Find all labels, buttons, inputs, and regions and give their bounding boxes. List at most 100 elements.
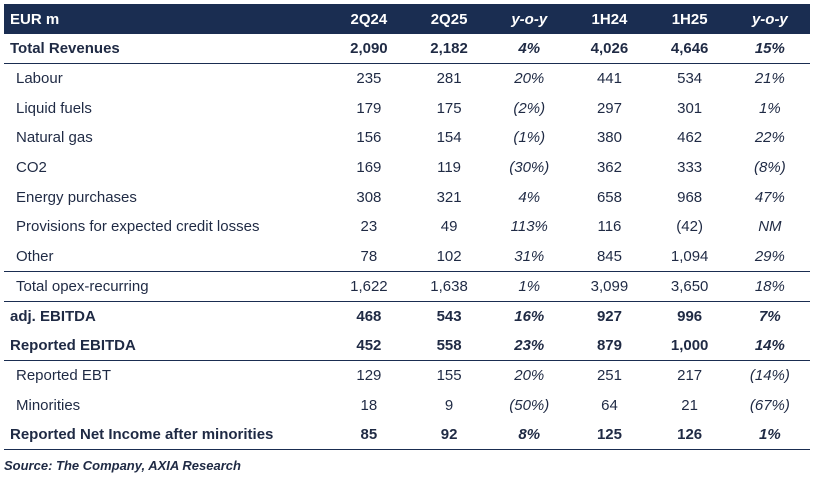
table-row: Liquid fuels 179 175 (2%) 297 301 1% <box>4 93 810 123</box>
row-label: Total Revenues <box>4 34 329 64</box>
cell-value: (42) <box>650 212 730 242</box>
cell-value: 21 <box>650 390 730 420</box>
cell-yoy: (50%) <box>489 390 569 420</box>
cell-value: 169 <box>329 153 409 183</box>
table-row: Reported EBITDA 452 558 23% 879 1,000 14… <box>4 331 810 361</box>
cell-value: 119 <box>409 153 489 183</box>
cell-yoy: 47% <box>730 182 810 212</box>
cell-value: 4,026 <box>569 34 649 64</box>
source-note: Source: The Company, AXIA Research <box>4 458 241 473</box>
cell-yoy: 8% <box>489 420 569 450</box>
cell-yoy: 1% <box>730 420 810 450</box>
cell-value: 927 <box>569 301 649 331</box>
row-label: Reported EBT <box>4 361 329 391</box>
cell-yoy: 20% <box>489 64 569 94</box>
cell-value: 85 <box>329 420 409 450</box>
cell-yoy: 1% <box>730 93 810 123</box>
cell-value: 968 <box>650 182 730 212</box>
cell-value: 2,182 <box>409 34 489 64</box>
row-label: Provisions for expected credit losses <box>4 212 329 242</box>
row-label: Reported EBITDA <box>4 331 329 361</box>
header-col-1h25: 1H25 <box>650 4 730 34</box>
cell-value: 3,099 <box>569 272 649 302</box>
cell-value: 64 <box>569 390 649 420</box>
cell-yoy: 16% <box>489 301 569 331</box>
header-col-2q25: 2Q25 <box>409 4 489 34</box>
cell-yoy: (30%) <box>489 153 569 183</box>
cell-yoy: 21% <box>730 64 810 94</box>
cell-value: 129 <box>329 361 409 391</box>
cell-value: 126 <box>650 420 730 450</box>
financial-table: EUR m 2Q24 2Q25 y-o-y 1H24 1H25 y-o-y To… <box>4 4 810 450</box>
table-row: Reported Net Income after minorities 85 … <box>4 420 810 450</box>
header-col-yoy-quarter: y-o-y <box>489 4 569 34</box>
cell-value: 217 <box>650 361 730 391</box>
cell-value: 179 <box>329 93 409 123</box>
cell-value: 49 <box>409 212 489 242</box>
cell-yoy: 20% <box>489 361 569 391</box>
cell-value: 845 <box>569 242 649 272</box>
cell-value: 4,646 <box>650 34 730 64</box>
row-label: CO2 <box>4 153 329 183</box>
header-label: EUR m <box>4 4 329 34</box>
cell-yoy: (1%) <box>489 123 569 153</box>
row-label: adj. EBITDA <box>4 301 329 331</box>
row-label: Total opex-recurring <box>4 272 329 302</box>
table-row: Labour 235 281 20% 441 534 21% <box>4 64 810 94</box>
row-label: Labour <box>4 64 329 94</box>
cell-value: 333 <box>650 153 730 183</box>
cell-yoy: 4% <box>489 182 569 212</box>
table-row: Energy purchases 308 321 4% 658 968 47% <box>4 182 810 212</box>
cell-value: 18 <box>329 390 409 420</box>
cell-value: 879 <box>569 331 649 361</box>
cell-value: 1,094 <box>650 242 730 272</box>
cell-value: 9 <box>409 390 489 420</box>
cell-value: 308 <box>329 182 409 212</box>
cell-value: 3,650 <box>650 272 730 302</box>
cell-value: 155 <box>409 361 489 391</box>
cell-value: 251 <box>569 361 649 391</box>
row-label: Reported Net Income after minorities <box>4 420 329 450</box>
cell-value: 125 <box>569 420 649 450</box>
cell-value: 1,638 <box>409 272 489 302</box>
table-row: Reported EBT 129 155 20% 251 217 (14%) <box>4 361 810 391</box>
cell-yoy: (67%) <box>730 390 810 420</box>
financial-table-page: EUR m 2Q24 2Q25 y-o-y 1H24 1H25 y-o-y To… <box>0 0 813 479</box>
cell-value: 462 <box>650 123 730 153</box>
cell-value: 92 <box>409 420 489 450</box>
cell-value: 116 <box>569 212 649 242</box>
cell-yoy: 1% <box>489 272 569 302</box>
cell-yoy: 18% <box>730 272 810 302</box>
header-col-2q24: 2Q24 <box>329 4 409 34</box>
cell-yoy: 15% <box>730 34 810 64</box>
cell-yoy: 31% <box>489 242 569 272</box>
cell-value: 543 <box>409 301 489 331</box>
header-col-yoy-half: y-o-y <box>730 4 810 34</box>
cell-value: 2,090 <box>329 34 409 64</box>
cell-value: 321 <box>409 182 489 212</box>
row-label: Minorities <box>4 390 329 420</box>
row-label: Energy purchases <box>4 182 329 212</box>
header-col-1h24: 1H24 <box>569 4 649 34</box>
cell-yoy: 113% <box>489 212 569 242</box>
cell-value: 156 <box>329 123 409 153</box>
cell-value: 281 <box>409 64 489 94</box>
cell-value: 102 <box>409 242 489 272</box>
cell-value: 297 <box>569 93 649 123</box>
cell-yoy: (8%) <box>730 153 810 183</box>
table-row: Provisions for expected credit losses 23… <box>4 212 810 242</box>
cell-value: 996 <box>650 301 730 331</box>
table-header-row: EUR m 2Q24 2Q25 y-o-y 1H24 1H25 y-o-y <box>4 4 810 34</box>
row-label: Other <box>4 242 329 272</box>
cell-yoy: 14% <box>730 331 810 361</box>
cell-value: 1,622 <box>329 272 409 302</box>
table-row: Other 78 102 31% 845 1,094 29% <box>4 242 810 272</box>
cell-value: 23 <box>329 212 409 242</box>
cell-value: 362 <box>569 153 649 183</box>
table-row: Total opex-recurring 1,622 1,638 1% 3,09… <box>4 272 810 302</box>
cell-value: 468 <box>329 301 409 331</box>
cell-yoy: 23% <box>489 331 569 361</box>
table-row: Natural gas 156 154 (1%) 380 462 22% <box>4 123 810 153</box>
cell-yoy: (2%) <box>489 93 569 123</box>
cell-value: 658 <box>569 182 649 212</box>
